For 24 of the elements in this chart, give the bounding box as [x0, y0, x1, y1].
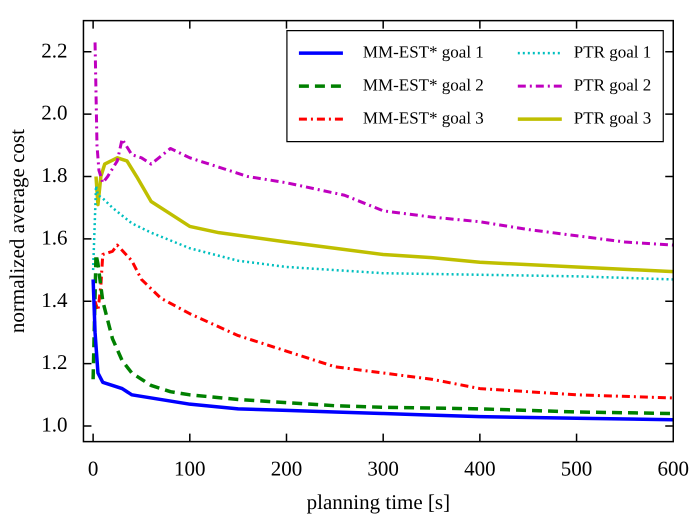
x-tick-label: 400: [464, 456, 496, 481]
x-tick-label: 500: [560, 456, 592, 481]
legend-label: PTR goal 3: [574, 108, 652, 128]
y-tick-label: 1.4: [41, 288, 68, 312]
x-axis-title: planning time [s]: [306, 490, 450, 514]
legend-label: MM-EST* goal 3: [362, 108, 484, 128]
y-tick-label: 2.2: [41, 38, 68, 62]
x-tick-label: 600: [658, 456, 689, 481]
y-tick-label: 1.6: [41, 225, 68, 250]
y-axis-title: normalized average cost: [5, 128, 30, 334]
y-tick-label: 2.0: [41, 100, 68, 125]
line-series: [94, 40, 674, 247]
x-tick-label: 100: [174, 456, 206, 481]
legend-label: MM-EST* goal 2: [362, 76, 484, 95]
legend-label: PTR goal 2: [574, 76, 652, 95]
x-tick-label: 200: [270, 456, 302, 481]
x-tick-label: 0: [88, 456, 98, 481]
x-tick-label: 300: [367, 456, 399, 481]
y-tick-label: 1.0: [41, 412, 68, 437]
legend-label: MM-EST* goal 1: [362, 42, 484, 62]
line-series: [92, 184, 674, 281]
legend-label: PTR goal 1: [574, 42, 652, 62]
y-tick-label: 1.8: [41, 163, 68, 188]
y-tick-label: 1.2: [41, 350, 68, 374]
